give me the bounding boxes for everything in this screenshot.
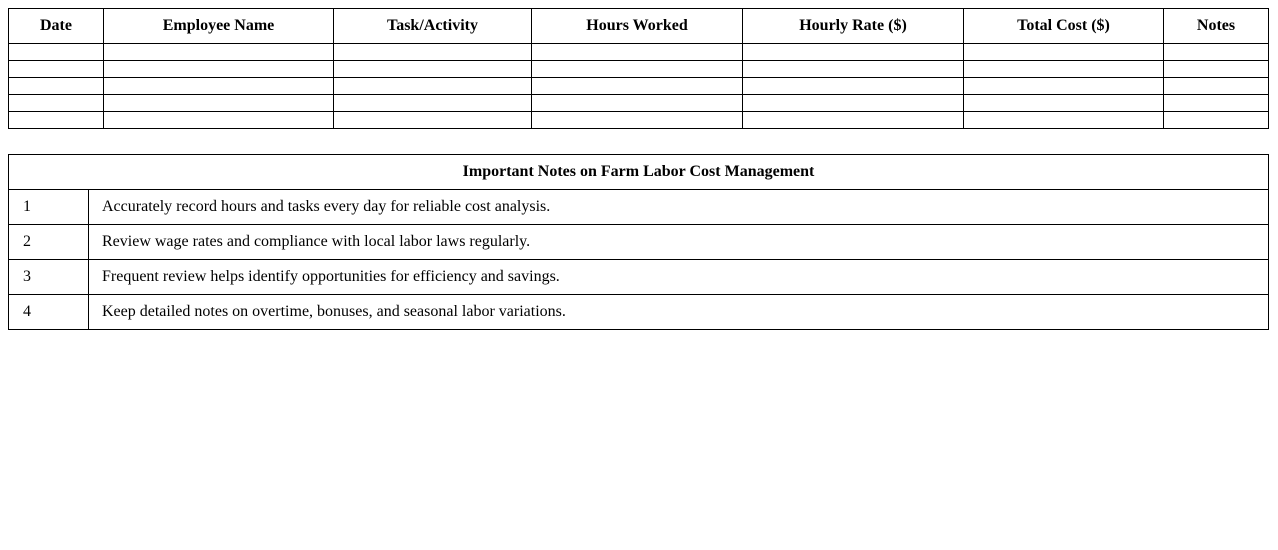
note-number: 3	[8, 259, 89, 295]
empty-cell	[103, 77, 334, 95]
empty-cell	[531, 60, 743, 78]
empty-cell	[1163, 111, 1269, 129]
notes-table: Important Notes on Farm Labor Cost Manag…	[7, 154, 1270, 330]
empty-cell	[1163, 77, 1269, 95]
notes-table-title: Important Notes on Farm Labor Cost Manag…	[7, 154, 1270, 190]
table-row	[8, 60, 1269, 78]
empty-cell	[963, 43, 1164, 61]
empty-cell	[103, 94, 334, 112]
empty-cell	[963, 60, 1164, 78]
note-number: 4	[8, 294, 89, 330]
empty-cell	[8, 111, 104, 129]
empty-cell	[103, 111, 334, 129]
empty-cell	[742, 60, 964, 78]
empty-cell	[963, 94, 1164, 112]
empty-cell	[103, 43, 334, 61]
table-gap	[8, 129, 1270, 154]
column-header-employee-name: Employee Name	[103, 8, 334, 44]
column-header-task-activity: Task/Activity	[333, 8, 532, 44]
empty-cell	[8, 77, 104, 95]
column-header-total-cost: Total Cost ($)	[963, 8, 1164, 44]
empty-cell	[8, 60, 104, 78]
header-row: Date Employee Name Task/Activity Hours W…	[8, 8, 1269, 44]
table-row	[8, 77, 1269, 95]
empty-cell	[742, 111, 964, 129]
empty-cell	[333, 94, 532, 112]
table-row	[8, 43, 1269, 61]
empty-cell	[963, 111, 1164, 129]
note-text: Frequent review helps identify opportuni…	[87, 259, 1270, 295]
column-header-hourly-rate: Hourly Rate ($)	[742, 8, 964, 44]
notes-title-row: Important Notes on Farm Labor Cost Manag…	[7, 154, 1270, 190]
empty-cell	[531, 77, 743, 95]
empty-cell	[333, 77, 532, 95]
note-text: Accurately record hours and tasks every …	[87, 189, 1270, 225]
empty-cell	[333, 111, 532, 129]
empty-cell	[531, 111, 743, 129]
empty-cell	[963, 77, 1164, 95]
empty-cell	[8, 43, 104, 61]
note-text: Review wage rates and compliance with lo…	[87, 224, 1270, 260]
empty-cell	[1163, 60, 1269, 78]
column-header-hours-worked: Hours Worked	[531, 8, 743, 44]
note-text: Keep detailed notes on overtime, bonuses…	[87, 294, 1270, 330]
empty-cell	[8, 94, 104, 112]
column-header-notes: Notes	[1163, 8, 1269, 44]
column-header-date: Date	[8, 8, 104, 44]
empty-cell	[333, 60, 532, 78]
document-page: Date Employee Name Task/Activity Hours W…	[7, 8, 1270, 330]
empty-cell	[531, 43, 743, 61]
empty-cell	[742, 77, 964, 95]
empty-cell	[742, 43, 964, 61]
empty-cell	[531, 94, 743, 112]
note-row: 2 Review wage rates and compliance with …	[8, 224, 1270, 260]
note-row: 1 Accurately record hours and tasks ever…	[8, 189, 1270, 225]
empty-cell	[1163, 94, 1269, 112]
table-row	[8, 94, 1269, 112]
note-number: 1	[8, 189, 89, 225]
empty-cell	[742, 94, 964, 112]
labor-log-table: Date Employee Name Task/Activity Hours W…	[8, 8, 1269, 129]
empty-cell	[103, 60, 334, 78]
note-row: 4 Keep detailed notes on overtime, bonus…	[8, 294, 1270, 330]
note-number: 2	[8, 224, 89, 260]
table-row	[8, 111, 1269, 129]
empty-cell	[1163, 43, 1269, 61]
empty-cell	[333, 43, 532, 61]
note-row: 3 Frequent review helps identify opportu…	[8, 259, 1270, 295]
